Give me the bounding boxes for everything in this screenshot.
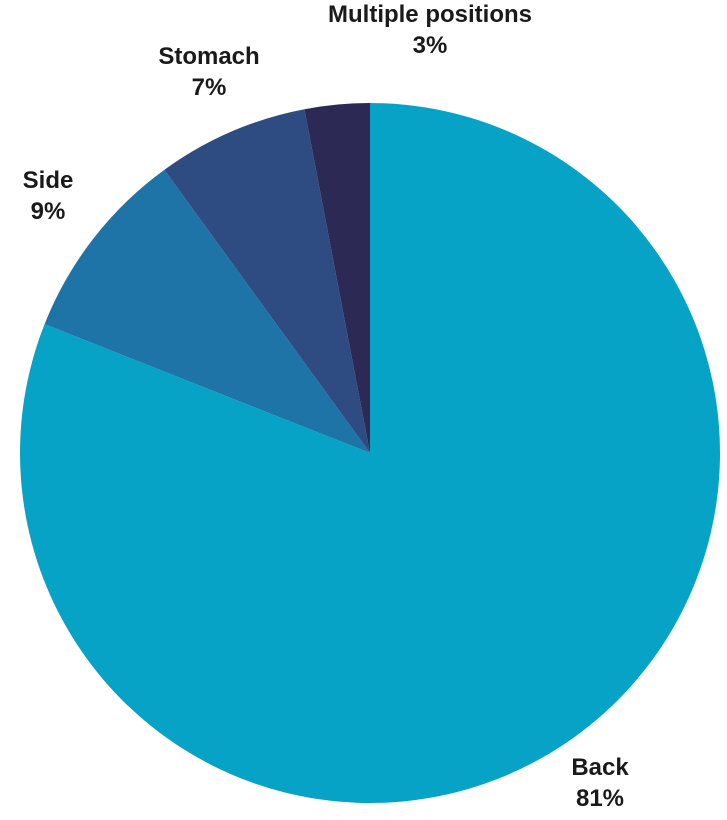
pie-slices [20, 103, 721, 803]
pie-labels: Back 81% Side 9% Stomach 7% Multiple positions… [23, 1, 630, 812]
slice-category-label: Side [23, 167, 74, 194]
slice-percent-label: 9% [31, 198, 66, 225]
pie-slice-multiple-positions [304, 103, 370, 453]
pie-slice-back [20, 103, 721, 803]
slice-label-side: Side 9% [23, 167, 74, 225]
slice-percent-label: 3% [413, 32, 448, 59]
slice-label-multiple-positions: Multiple positions 3% [328, 1, 532, 59]
slice-category-label: Multiple positions [328, 1, 532, 28]
slice-percent-label: 7% [192, 74, 227, 101]
slice-category-label: Back [571, 754, 629, 781]
slice-percent-label: 81% [576, 785, 624, 812]
pie-slice-side [44, 169, 370, 453]
slice-label-back: Back 81% [571, 754, 629, 812]
slice-category-label: Stomach [158, 43, 259, 70]
slice-label-stomach: Stomach 7% [158, 43, 259, 101]
pie-slice-stomach [164, 109, 370, 453]
